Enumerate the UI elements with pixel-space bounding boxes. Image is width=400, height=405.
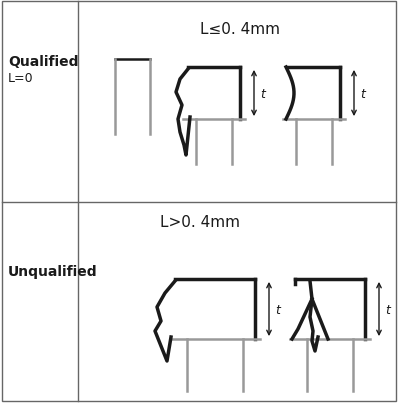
Text: t: t xyxy=(260,87,265,100)
Text: Unqualified: Unqualified xyxy=(8,264,98,278)
Text: t: t xyxy=(385,303,390,316)
Text: t: t xyxy=(275,303,280,316)
Text: L≤0. 4mm: L≤0. 4mm xyxy=(200,22,280,37)
Text: L>0. 4mm: L>0. 4mm xyxy=(160,215,240,230)
Text: Qualified: Qualified xyxy=(8,55,78,69)
Text: L=0: L=0 xyxy=(8,72,34,85)
Text: t: t xyxy=(360,87,365,100)
